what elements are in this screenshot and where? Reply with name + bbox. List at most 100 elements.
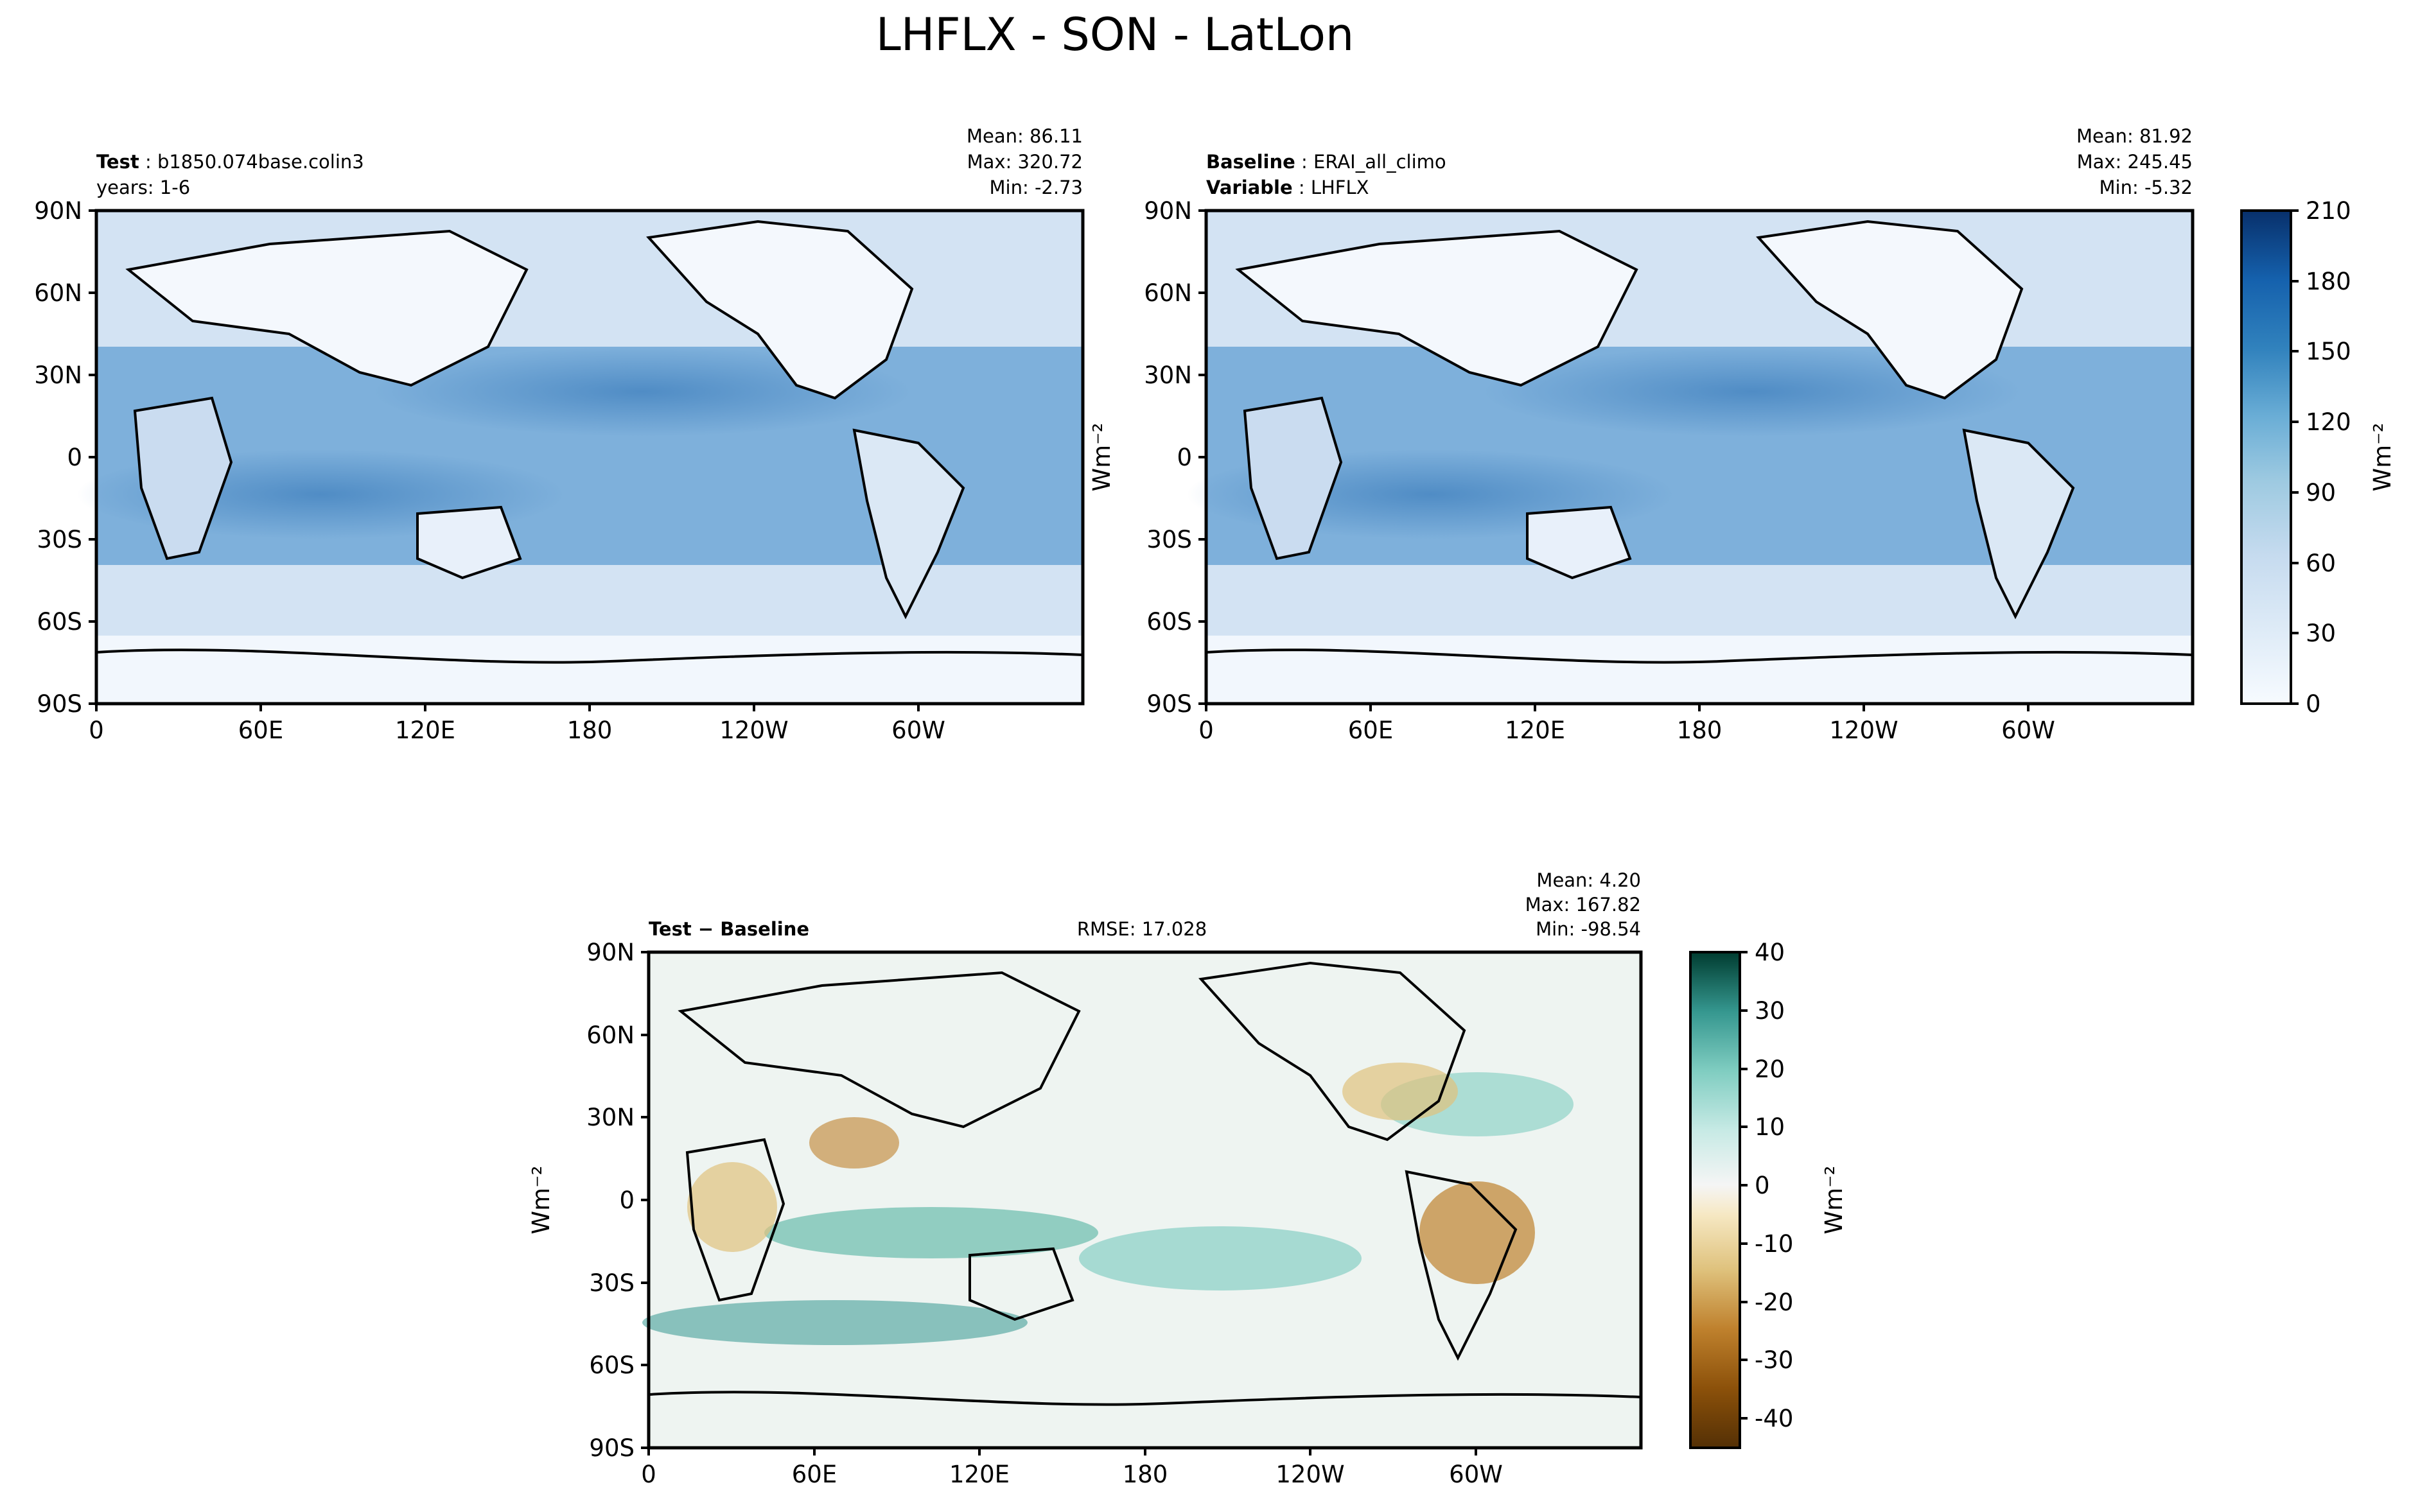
- diff-map-negative-1: [1419, 1181, 1535, 1284]
- baseline-map-coast-samerica: [1962, 428, 2075, 620]
- diff-x-tick-label-3: 180: [1123, 1461, 1168, 1488]
- test-label-value: b1850.074base.colin3: [157, 151, 364, 173]
- baseline-x-tick-label-1: 60E: [1348, 717, 1393, 744]
- colorbar-bottom-tick-label-5: 10: [1755, 1113, 1785, 1141]
- test-x-tick-label-4: 120W: [719, 717, 788, 744]
- baseline-map-polar-south: [1206, 636, 2193, 704]
- test-x-tick-label-5: 60W: [891, 717, 945, 744]
- colorbar-bottom-tick-0: -40: [1740, 1405, 1793, 1432]
- test-x-tick-label-2: 120E: [395, 717, 455, 744]
- test-x-tick-1: 60E: [238, 704, 283, 744]
- baseline-map-coast-eurasia: [1235, 229, 1638, 387]
- baseline-x-tick-label-0: 0: [1198, 717, 1214, 744]
- colorbar-bottom-fill: [1689, 951, 1741, 1449]
- baseline-y-tick-4: 30S: [1146, 526, 1206, 553]
- baseline-label-bold: Baseline: [1206, 151, 1295, 173]
- test-map-coast-antarctica: [96, 648, 1083, 664]
- colorbar-bottom: -40 -30 -20 -10 0 10 20 30 40 Wm⁻²: [1689, 939, 1848, 1449]
- test-label-bold: Test: [96, 151, 139, 173]
- diff-y-tick-0: 90N: [586, 939, 649, 966]
- baseline-map-coast-namerica: [1756, 220, 2024, 400]
- diff-y-tick-3: 0: [619, 1186, 649, 1214]
- baseline-min: Min: -5.32: [2100, 177, 2193, 198]
- colorbar-top-tick-label-7: 210: [2306, 197, 2351, 225]
- diff-y-tick-1: 60N: [586, 1021, 649, 1049]
- baseline-y-tick-label-6: 90S: [1146, 690, 1192, 718]
- colorbar-top-tick-label-3: 90: [2306, 479, 2336, 507]
- test-mean: Mean: 86.11: [967, 125, 1083, 147]
- test-y-axis: 90N 60N 30N 0 30S 60S 90S: [34, 197, 96, 718]
- diff-x-tick-4: 120W: [1276, 1448, 1345, 1488]
- test-y-tick-1: 60N: [34, 279, 96, 307]
- baseline-variable-sep: :: [1293, 177, 1311, 198]
- baseline-x-tick-2: 120E: [1505, 704, 1565, 744]
- diff-map-negative-4: [1342, 1063, 1458, 1120]
- test-max: Max: 320.72: [967, 151, 1083, 173]
- colorbar-bottom-tick-label-1: -30: [1755, 1346, 1793, 1374]
- baseline-label: Baseline : ERAI_all_climo: [1206, 151, 1446, 173]
- diff-x-tick-label-4: 120W: [1276, 1461, 1344, 1488]
- baseline-x-tick-label-5: 60W: [2001, 717, 2055, 744]
- diff-rmse: RMSE: 17.028: [1077, 918, 1207, 940]
- colorbar-bottom-tick-2: -20: [1740, 1289, 1793, 1316]
- baseline-x-axis: 0 60E 120E 180 120W 60W: [1198, 704, 2055, 744]
- test-y-tick-4: 30S: [37, 526, 96, 553]
- diff-x-tick-label-0: 0: [641, 1461, 656, 1488]
- baseline-x-tick-label-3: 180: [1677, 717, 1723, 744]
- colorbar-bottom-tick-label-3: -10: [1755, 1230, 1793, 1258]
- test-map-coast-namerica: [646, 220, 914, 400]
- colorbar-top-tick-5: 150: [2291, 338, 2351, 365]
- baseline-y-tick-label-2: 30N: [1144, 361, 1192, 389]
- baseline-y-tick-5: 60S: [1146, 608, 1206, 636]
- diff-x-tick-2: 120E: [949, 1448, 1010, 1488]
- test-map-coast-australia: [416, 505, 522, 580]
- diff-map-coast-africa: [685, 1138, 785, 1302]
- baseline-y-tick-label-4: 30S: [1146, 526, 1192, 553]
- colorbar-bottom-tick-5: 10: [1740, 1113, 1785, 1141]
- diff-x-tick-5: 60W: [1449, 1448, 1503, 1488]
- colorbar-bottom-tick-label-2: -20: [1755, 1289, 1793, 1316]
- baseline-y-tick-label-1: 60N: [1144, 279, 1192, 307]
- colorbar-bottom-units: Wm⁻²: [1820, 1166, 1848, 1235]
- colorbar-top-units: Wm⁻²: [2369, 423, 2396, 492]
- test-y-tick-label-4: 30S: [37, 526, 82, 553]
- baseline-map-coast-australia: [1526, 505, 1632, 580]
- test-y-tick-label-0: 90N: [34, 197, 82, 225]
- test-map-polar-south: [96, 636, 1083, 704]
- test-y-tick-label-1: 60N: [34, 279, 82, 307]
- diff-y-axis: 90N 60N 30N 0 30S 60S 90S: [586, 939, 649, 1462]
- test-y-tick-6: 90S: [37, 690, 96, 718]
- test-map-intense-north: [373, 347, 912, 437]
- test-y-tick-label-5: 60S: [37, 608, 82, 636]
- colorbar-top: 0 30 60 90 120 150 180 210 Wm⁻²: [2240, 197, 2396, 718]
- diff-map-coast-eurasia: [678, 971, 1081, 1129]
- diff-label: Test − Baseline: [649, 918, 809, 940]
- diff-map-coast-australia: [969, 1247, 1074, 1321]
- baseline-y-tick-1: 60N: [1144, 279, 1206, 307]
- colorbar-bottom-tick-label-6: 20: [1755, 1056, 1785, 1083]
- colorbar-top-tick-4: 120: [2291, 408, 2351, 436]
- baseline-map: [1187, 209, 2195, 706]
- diff-map-coast-namerica: [1198, 961, 1466, 1142]
- diff-y-tick-6: 90S: [589, 1434, 649, 1462]
- panel-test: Test : b1850.074base.colin3 years: 1-6 M…: [34, 125, 1085, 744]
- baseline-map-intense-north: [1482, 347, 2022, 437]
- diff-max: Max: 167.82: [1525, 894, 1641, 916]
- diff-y-tick-label-5: 60S: [589, 1351, 635, 1379]
- baseline-y-tick-2: 30N: [1144, 361, 1206, 389]
- baseline-y-tick-label-0: 90N: [1144, 197, 1192, 225]
- colorbar-top-tick-0: 0: [2291, 690, 2321, 718]
- baseline-mean: Mean: 81.92: [2076, 125, 2193, 147]
- colorbar-bottom-tick-4: 0: [1740, 1172, 1770, 1199]
- colorbar-bottom-tick-6: 20: [1740, 1056, 1785, 1083]
- colorbar-bottom-tick-7: 30: [1740, 997, 1785, 1025]
- diff-y-tick-label-2: 30N: [586, 1104, 635, 1131]
- baseline-y-tick-label-3: 0: [1177, 444, 1192, 471]
- test-x-tick-label-0: 0: [89, 717, 104, 744]
- baseline-map-coast-africa: [1243, 396, 1343, 560]
- baseline-x-tick-label-2: 120E: [1505, 717, 1565, 744]
- diff-y-tick-2: 30N: [586, 1104, 649, 1131]
- diff-map-negative-2: [809, 1117, 899, 1169]
- baseline-variable-value: LHFLX: [1311, 177, 1369, 198]
- test-map-coast-samerica: [852, 428, 965, 620]
